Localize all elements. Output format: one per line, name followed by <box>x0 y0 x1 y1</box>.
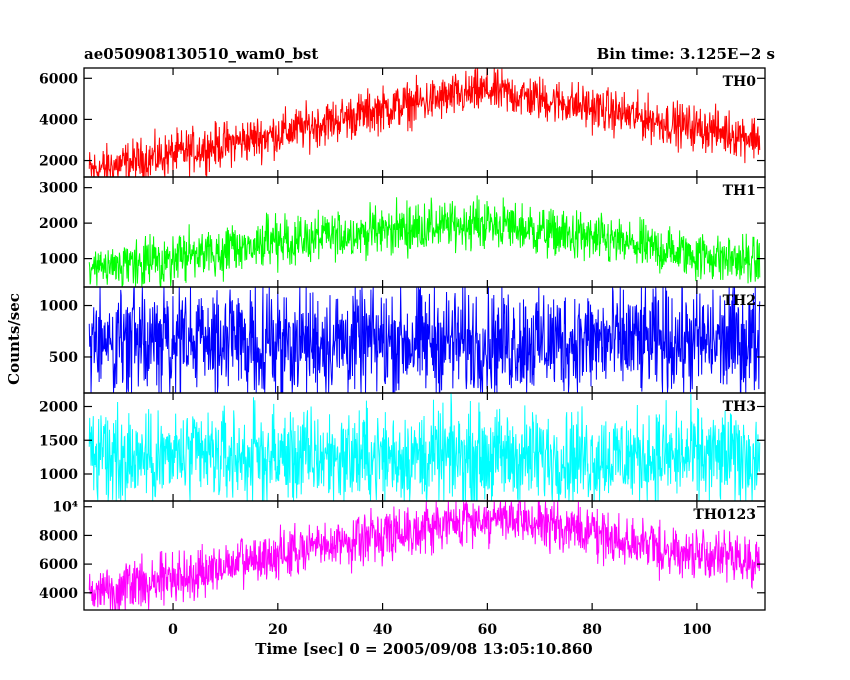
series-line-th3 <box>88 393 761 501</box>
x-tick-label: 0 <box>168 622 178 638</box>
panel-label-th1: TH1 <box>723 183 756 199</box>
series-line-th2 <box>88 285 761 393</box>
y-tick-label: 6000 <box>39 71 78 87</box>
panel-frame <box>83 500 766 611</box>
y-tick-label: 8000 <box>39 528 78 544</box>
panel-th2: 500 1000 TH2 <box>39 285 766 394</box>
y-tick-label: 4000 <box>39 112 78 128</box>
x-tick-label: 60 <box>478 622 498 638</box>
series-line-th1 <box>88 195 761 287</box>
y-tick-label: 1500 <box>39 433 78 449</box>
y-tick-label: 2000 <box>39 216 78 232</box>
y-tick-label: 2000 <box>39 154 78 170</box>
panel-th0123: 4000 6000 8000 10⁴ TH0123 <box>39 500 766 611</box>
panel-label-th0: TH0 <box>723 74 757 90</box>
y-tick-label: 3000 <box>39 181 78 197</box>
series-line-th0 <box>88 68 761 178</box>
panel-frame <box>83 67 766 178</box>
y-axis-label: Counts/sec <box>5 293 23 385</box>
panel-label-th3: TH3 <box>723 399 756 415</box>
panel-th0: 2000 4000 6000 TH0 <box>39 67 766 178</box>
observation-id-title: ae050908130510_wam0_bst <box>84 45 318 63</box>
series-line-th0123 <box>88 500 761 610</box>
y-tick-label: 1000 <box>39 299 78 315</box>
x-tick-label: 100 <box>682 622 711 638</box>
x-tick-label: 80 <box>582 622 602 638</box>
panel-label-th2: TH2 <box>723 293 756 309</box>
y-tick-label: 1000 <box>39 252 78 268</box>
y-tick-label: 10⁴ <box>52 500 78 516</box>
panel-label-th0123: TH0123 <box>693 507 756 523</box>
y-tick-label: 500 <box>49 350 78 366</box>
x-tick-label: 20 <box>268 622 288 638</box>
bin-time-label: Bin time: 3.125E−2 s <box>597 45 775 63</box>
x-tick-label: 40 <box>373 622 393 638</box>
panel-th3: 1000 1500 2000 TH3 <box>39 392 766 502</box>
y-tick-label: 6000 <box>39 557 78 573</box>
y-tick-label: 2000 <box>39 400 78 416</box>
y-tick-label: 4000 <box>39 586 78 602</box>
panel-th1: 1000 2000 3000 TH1 <box>39 176 766 288</box>
x-axis-label: Time [sec] 0 = 2005/09/08 13:05:10.860 <box>255 640 592 658</box>
y-tick-label: 1000 <box>39 467 78 483</box>
